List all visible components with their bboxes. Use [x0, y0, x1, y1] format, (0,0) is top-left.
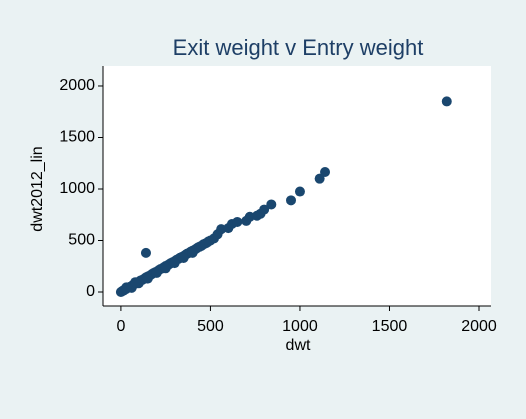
x-tick-label: 2000 [461, 318, 497, 335]
scatter-point [441, 96, 452, 107]
y-axis-title: dwt2012_lin [29, 146, 46, 231]
x-tick-label: 1500 [372, 318, 408, 335]
y-tick-label: 2000 [59, 77, 95, 94]
scatter-point [121, 282, 132, 293]
y-tick-label: 0 [86, 283, 95, 300]
scatter-point [169, 258, 180, 269]
scatter-point [259, 204, 270, 215]
scatter-point [232, 216, 243, 227]
scatter-point [178, 253, 189, 263]
scatter-point [151, 267, 162, 278]
scatter-point [314, 173, 325, 184]
scatter-point [160, 263, 171, 274]
scatter-point [142, 273, 153, 284]
scatter-point [320, 166, 331, 177]
y-tick-label: 1000 [59, 180, 95, 197]
y-tick-label: 500 [68, 232, 95, 249]
scatter-point [266, 199, 277, 210]
scatter-point [140, 247, 151, 258]
x-tick-label: 0 [116, 318, 125, 335]
scatter-point [286, 195, 297, 206]
scatter-point [130, 277, 141, 288]
x-axis-title: dwt [286, 337, 311, 354]
chart-title: Exit weight v Entry weight [173, 35, 424, 60]
x-tick-label: 1000 [282, 318, 318, 335]
y-tick-label: 1500 [59, 129, 95, 146]
x-tick-label: 500 [197, 318, 224, 335]
scatter-point [187, 247, 198, 258]
scatter-point [294, 186, 305, 197]
